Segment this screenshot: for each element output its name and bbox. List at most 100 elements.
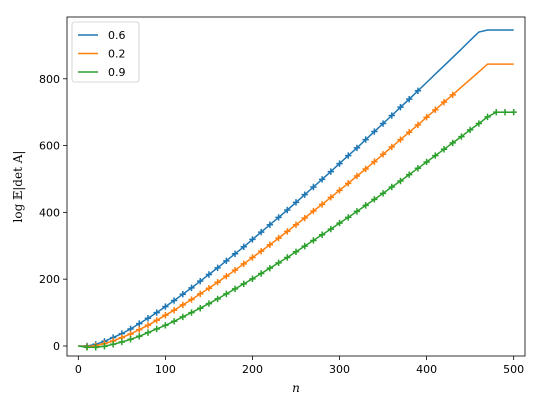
x-tick-label: 0 [75, 363, 82, 376]
data-point-marker [362, 136, 369, 143]
data-point-marker [493, 108, 500, 116]
data-point-marker [231, 250, 239, 257]
data-point-marker [144, 322, 152, 329]
data-point-marker [214, 278, 221, 286]
data-point-marker [301, 242, 308, 250]
data-point-marker [397, 177, 404, 185]
y-tick-label: 800 [39, 73, 60, 86]
y-tick-label: 0 [53, 340, 60, 353]
data-point-marker [205, 271, 213, 278]
data-point-marker [257, 228, 265, 236]
data-point-marker [223, 272, 230, 280]
data-point-marker [240, 243, 247, 250]
data-point-marker [231, 266, 239, 274]
data-point-marker [223, 290, 230, 298]
series-3 [78, 108, 517, 351]
data-point-marker [214, 264, 221, 272]
data-point-marker [162, 303, 169, 310]
data-point-marker [284, 228, 291, 235]
data-point-marker [353, 144, 361, 152]
data-point-marker [301, 191, 308, 198]
data-point-marker [327, 194, 335, 201]
data-point-marker [327, 225, 335, 233]
x-tick-label: 200 [242, 363, 263, 376]
y-axis-label: log 𝔼|det A| [11, 151, 25, 223]
data-point-marker [345, 152, 352, 159]
data-point-marker [214, 295, 221, 303]
x-axis-ticks: 0 100 200 300 400 500 [75, 356, 524, 376]
data-point-marker [266, 241, 274, 248]
y-tick-label: 600 [39, 140, 60, 153]
data-point-marker [405, 171, 413, 178]
series-1 [78, 29, 514, 350]
data-point-marker [397, 103, 404, 111]
data-point-marker [153, 309, 160, 316]
data-point-marker [318, 231, 326, 238]
data-point-marker [188, 309, 195, 316]
plot-frame [66, 16, 526, 357]
data-point-marker [414, 87, 422, 95]
data-point-marker [275, 259, 282, 267]
data-point-marker [318, 201, 326, 208]
data-point-marker [179, 313, 187, 321]
data-point-marker [310, 207, 317, 215]
data-point-marker [449, 139, 456, 147]
data-point-marker [336, 219, 343, 227]
legend: 0.6 0.2 0.9 [71, 21, 140, 83]
data-point-marker [136, 326, 143, 333]
data-point-marker [379, 151, 387, 158]
data-point-marker [310, 183, 317, 191]
data-point-marker [284, 254, 291, 261]
data-point-marker [249, 275, 256, 283]
data-point-marker [118, 338, 126, 346]
legend-box [71, 21, 140, 83]
data-point-marker [510, 108, 517, 116]
data-point-marker [405, 129, 413, 136]
data-point-marker [153, 325, 160, 333]
data-point-marker [223, 257, 230, 265]
data-point-marker [345, 180, 352, 187]
data-point-marker [336, 187, 343, 194]
legend-label: 0.9 [108, 66, 126, 79]
data-point-marker [83, 344, 91, 351]
data-point-marker [257, 270, 265, 277]
data-point-marker [292, 221, 300, 228]
data-point-marker [362, 165, 369, 173]
data-point-marker [205, 285, 213, 292]
data-point-marker [153, 317, 160, 324]
x-tick-label: 300 [329, 363, 350, 376]
data-point-marker [458, 133, 465, 140]
data-point-marker [371, 158, 378, 165]
data-point-marker [136, 333, 143, 340]
data-point-marker [371, 196, 378, 203]
data-point-marker [197, 305, 204, 312]
data-point-marker [432, 152, 439, 159]
data-point-marker [109, 341, 117, 348]
data-point-marker [197, 290, 204, 298]
data-point-marker [292, 248, 300, 255]
x-tick-label: 100 [155, 363, 176, 376]
legend-label: 0.6 [108, 29, 126, 42]
y-axis-ticks: 0 200 400 600 800 [39, 73, 67, 353]
data-point-marker [179, 291, 187, 298]
data-point-marker [170, 318, 178, 325]
data-point-marker [414, 121, 422, 129]
data-point-marker [440, 98, 448, 106]
data-point-marker [440, 146, 448, 153]
data-point-marker [179, 301, 187, 309]
data-point-marker [327, 168, 335, 175]
data-point-marker [423, 113, 430, 121]
data-point-marker [466, 126, 474, 134]
data-point-marker [231, 285, 239, 293]
data-point-marker [423, 158, 430, 166]
data-point-marker [170, 307, 178, 314]
data-point-marker [249, 236, 256, 243]
data-point-marker [197, 277, 204, 285]
data-point-marker [266, 264, 274, 272]
data-point-marker [501, 108, 509, 116]
data-point-marker [388, 183, 395, 191]
data-point-marker [388, 112, 395, 119]
data-point-marker [127, 336, 134, 343]
data-point-marker [345, 214, 352, 221]
data-point-marker [449, 91, 456, 99]
